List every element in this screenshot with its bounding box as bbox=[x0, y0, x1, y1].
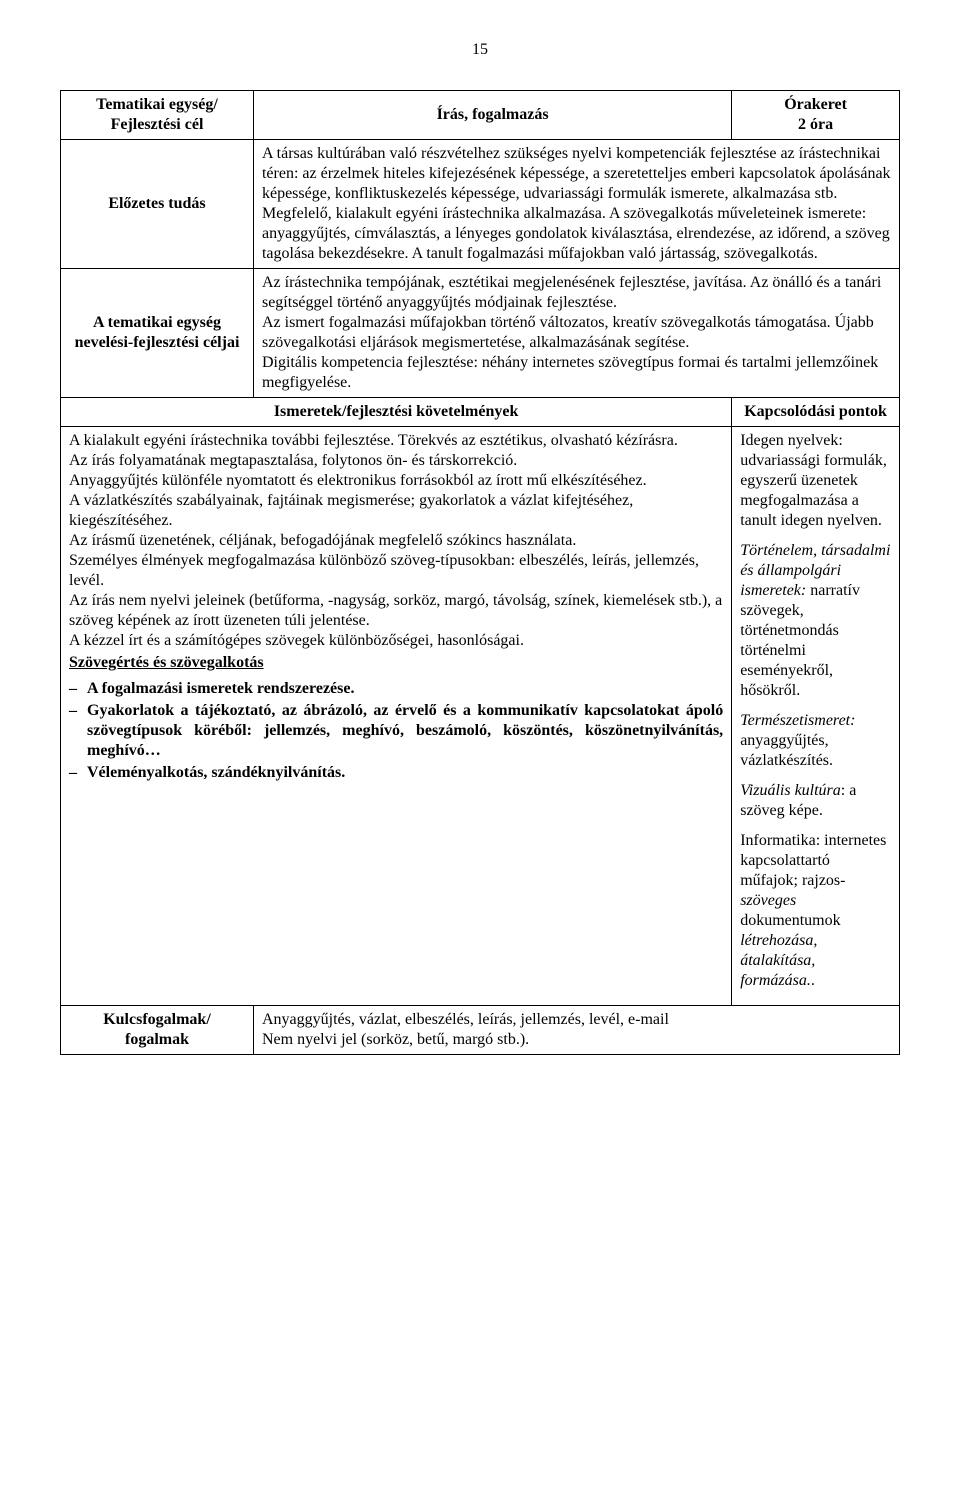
tematikai-label: A tematikai egység nevelési-fejlesztési … bbox=[61, 269, 254, 398]
footer-label: Kulcsfogalmak/ fogalmak bbox=[61, 1006, 254, 1055]
conn-1: Idegen nyelvek: udvariassági formulák, e… bbox=[740, 431, 891, 531]
conn-5-tail: . bbox=[811, 972, 815, 989]
header-col1: Tematikai egység/ Fejlesztési cél bbox=[61, 91, 254, 140]
conn-3: Természetismeret: anyaggyűjtés, vázlatké… bbox=[740, 711, 891, 771]
page-number: 15 bbox=[60, 40, 900, 60]
left-p3: Anyaggyűjtés különféle nyomtatott és ele… bbox=[69, 471, 723, 491]
conn-5-lead: Informatika bbox=[740, 832, 816, 849]
conn-5-italic: szöveges bbox=[740, 892, 796, 909]
bullet-2: Gyakorlatok a tájékoztató, az ábrázoló, … bbox=[69, 701, 723, 761]
header-col2: Írás, fogalmazás bbox=[253, 91, 731, 140]
conn-5-italic2: létrehozása, átalakítása, formázása. bbox=[740, 932, 817, 989]
conn-3-lead: Természetismeret: bbox=[740, 712, 855, 729]
conn-4: Vizuális kultúra: a szöveg képe. bbox=[740, 781, 891, 821]
left-p2: Az írás folyamatának megtapasztalása, fo… bbox=[69, 451, 723, 471]
conn-2: Történelem, társadalmi és állampolgári i… bbox=[740, 541, 891, 701]
tematikai-text: Az írástechnika tempójának, esztétikai m… bbox=[253, 269, 899, 398]
section2-right-header: Kapcsolódási pontok bbox=[732, 398, 900, 427]
left-p6: Személyes élmények megfogalmazása különb… bbox=[69, 551, 723, 591]
bullet-3: Véleményalkotás, szándéknyilvánítás. bbox=[69, 763, 723, 783]
conn-2-rest: narratív szövegek, történetmondás történ… bbox=[740, 582, 860, 699]
curriculum-table: Tematikai egység/ Fejlesztési cél Írás, … bbox=[60, 90, 900, 1055]
left-p1: A kialakult egyéni írástechnika további … bbox=[69, 431, 723, 451]
left-body-cell: A kialakult egyéni írástechnika további … bbox=[61, 427, 732, 1006]
header-col3: Órakeret 2 óra bbox=[732, 91, 900, 140]
elozetes-text: A társas kultúrában való részvételhez sz… bbox=[253, 140, 899, 269]
conn-1-lead: Idegen nyelvek: bbox=[740, 432, 843, 449]
right-body-cell: Idegen nyelvek: udvariassági formulák, e… bbox=[732, 427, 900, 1006]
bullet-1: A fogalmazási ismeretek rendszerezése. bbox=[69, 679, 723, 699]
left-bullets: A fogalmazási ismeretek rendszerezése. G… bbox=[69, 679, 723, 783]
conn-5-rest2: dokumentumok bbox=[740, 912, 840, 929]
conn-1-rest: udvariassági formulák, egyszerű üzenetek… bbox=[740, 452, 887, 529]
section2-left-header: Ismeretek/fejlesztési követelmények bbox=[61, 398, 732, 427]
left-p8: A kézzel írt és a számítógépes szövegek … bbox=[69, 631, 723, 651]
footer-text: Anyaggyűjtés, vázlat, elbeszélés, leírás… bbox=[253, 1006, 899, 1055]
left-subhead: Szövegértés és szövegalkotás bbox=[69, 653, 723, 673]
conn-4-lead: Vizuális kultúra bbox=[740, 782, 841, 799]
elozetes-label: Előzetes tudás bbox=[61, 140, 254, 269]
left-p5: Az írásmű üzenetének, céljának, befogadó… bbox=[69, 531, 723, 551]
conn-3-rest: anyaggyűjtés, vázlatkészítés. bbox=[740, 732, 833, 769]
conn-5: Informatika: internetes kapcsolattartó m… bbox=[740, 831, 891, 991]
left-p7: Az írás nem nyelvi jeleinek (betűforma, … bbox=[69, 591, 723, 631]
left-p4: A vázlatkészítés szabályainak, fajtáinak… bbox=[69, 491, 723, 531]
